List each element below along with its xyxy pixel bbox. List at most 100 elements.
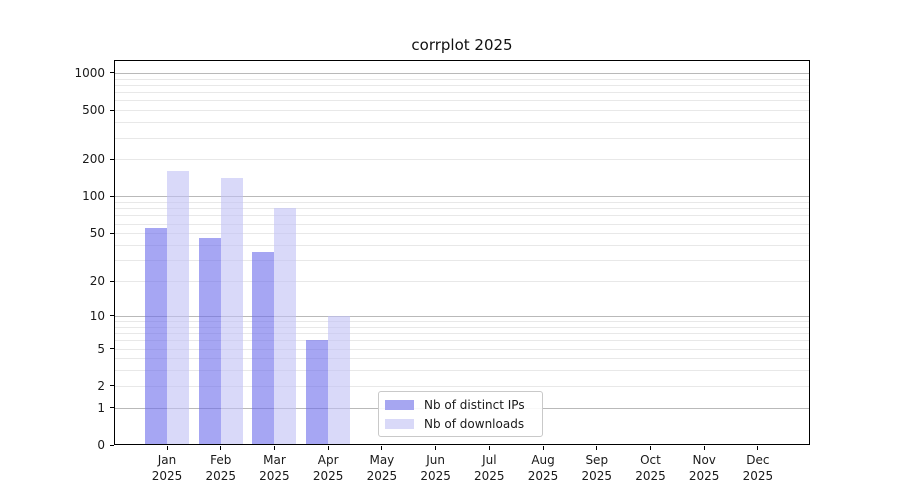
y-tick-mark <box>110 280 114 282</box>
bar-distinct-ips-apr <box>306 340 329 444</box>
x-tick-year: 2025 <box>205 469 236 483</box>
minor-gridline <box>115 233 809 235</box>
legend-entry-downloads: Nb of downloads <box>385 417 542 431</box>
major-gridline <box>115 315 809 317</box>
minor-gridline <box>115 215 809 217</box>
x-tick-year: 2025 <box>635 469 666 483</box>
bar-downloads-feb <box>220 178 243 444</box>
major-gridline <box>115 72 809 74</box>
x-tick-year: 2025 <box>312 469 344 483</box>
x-tick-year: 2025 <box>420 469 451 483</box>
x-tick-mark <box>757 446 759 450</box>
minor-gridline <box>115 348 809 350</box>
minor-gridline <box>115 122 809 124</box>
bar-distinct-ips-mar <box>252 252 275 444</box>
y-tick-mark <box>110 158 114 160</box>
x-tick-year: 2025 <box>688 469 720 483</box>
legend-entry-distinct-ips: Nb of distinct IPs <box>385 398 542 412</box>
x-tick-mark <box>327 446 329 450</box>
minor-gridline <box>115 84 809 86</box>
x-tick-mark <box>649 446 651 450</box>
minor-gridline <box>115 385 809 387</box>
x-tick-mark <box>220 446 222 450</box>
y-tick-mark <box>110 109 114 111</box>
x-tick-label: May 2025 <box>352 452 412 484</box>
x-tick-label: Mar 2025 <box>244 452 304 484</box>
x-tick-mark <box>488 446 490 450</box>
x-tick-mark <box>703 446 705 450</box>
legend-label-downloads: Nb of downloads <box>424 416 525 431</box>
y-tick-label: 1000 <box>74 65 105 80</box>
minor-gridline <box>115 202 809 204</box>
x-tick-year: 2025 <box>366 469 398 483</box>
x-tick-mark <box>542 446 544 450</box>
y-tick-label: 1 <box>97 400 105 415</box>
minor-gridline <box>115 137 809 139</box>
x-tick-mark <box>435 446 437 450</box>
legend-label-distinct-ips: Nb of distinct IPs <box>424 397 525 412</box>
minor-gridline <box>115 223 809 225</box>
y-tick-label: 2 <box>97 378 105 393</box>
minor-gridline <box>115 159 809 161</box>
bar-downloads-jan <box>167 171 189 444</box>
minor-gridline <box>115 110 809 112</box>
y-tick-label: 0 <box>97 438 105 452</box>
minor-gridline <box>115 260 809 262</box>
minor-gridline <box>115 245 809 246</box>
y-tick-label: 50 <box>89 226 105 241</box>
x-tick-label: Sep 2025 <box>567 452 627 484</box>
legend: Nb of distinct IPs Nb of downloads <box>378 391 543 437</box>
y-tick-mark <box>110 232 114 234</box>
minor-gridline <box>115 321 809 322</box>
x-tick-label: Apr 2025 <box>298 452 358 484</box>
x-tick-label: Jul 2025 <box>459 452 519 484</box>
x-tick-year: 2025 <box>581 469 613 483</box>
bar-downloads-apr <box>328 315 351 444</box>
y-tick-label: 500 <box>82 103 105 118</box>
x-tick-label: Aug 2025 <box>513 452 573 484</box>
chart-title: corrplot 2025 <box>411 36 513 54</box>
x-tick-year: 2025 <box>742 469 774 483</box>
x-tick-year: 2025 <box>259 469 290 483</box>
y-tick-label: 10 <box>89 308 105 323</box>
x-tick-year: 2025 <box>474 469 505 483</box>
minor-gridline <box>115 358 809 360</box>
y-tick-label: 20 <box>89 274 105 289</box>
minor-gridline <box>115 78 809 80</box>
x-tick-label: Feb 2025 <box>191 452 251 484</box>
y-tick-mark <box>110 315 114 317</box>
minor-gridline <box>115 208 809 210</box>
minor-gridline <box>115 340 809 342</box>
x-tick-label: Oct 2025 <box>620 452 680 484</box>
y-tick-mark <box>110 407 114 409</box>
plot-area <box>114 60 810 445</box>
minor-gridline <box>115 370 809 372</box>
y-tick-mark <box>110 195 114 197</box>
minor-gridline <box>115 92 809 94</box>
x-tick-mark <box>596 446 598 450</box>
y-tick-label: 200 <box>82 152 105 167</box>
x-tick-label: Nov 2025 <box>674 452 734 484</box>
x-tick-year: 2025 <box>151 469 183 483</box>
legend-swatch-downloads <box>385 418 414 429</box>
bar-distinct-ips-feb <box>198 237 221 444</box>
major-gridline <box>115 196 809 198</box>
bar-downloads-mar <box>274 208 297 444</box>
x-tick-label: Jan 2025 <box>137 452 197 484</box>
x-tick-year: 2025 <box>527 469 559 483</box>
minor-gridline <box>115 100 809 102</box>
minor-gridline <box>115 281 809 283</box>
x-tick-label: Jun 2025 <box>406 452 466 484</box>
bar-distinct-ips-jan <box>145 228 167 444</box>
x-tick-label: Dec 2025 <box>728 452 788 484</box>
minor-gridline <box>115 326 809 328</box>
x-tick-mark <box>166 446 168 450</box>
y-tick-mark <box>110 444 114 446</box>
legend-swatch-distinct-ips <box>385 399 414 410</box>
y-tick-label: 100 <box>82 189 105 204</box>
y-tick-label: 5 <box>97 341 105 356</box>
x-tick-mark <box>273 446 275 450</box>
y-tick-mark <box>110 385 114 387</box>
minor-gridline <box>115 333 809 335</box>
